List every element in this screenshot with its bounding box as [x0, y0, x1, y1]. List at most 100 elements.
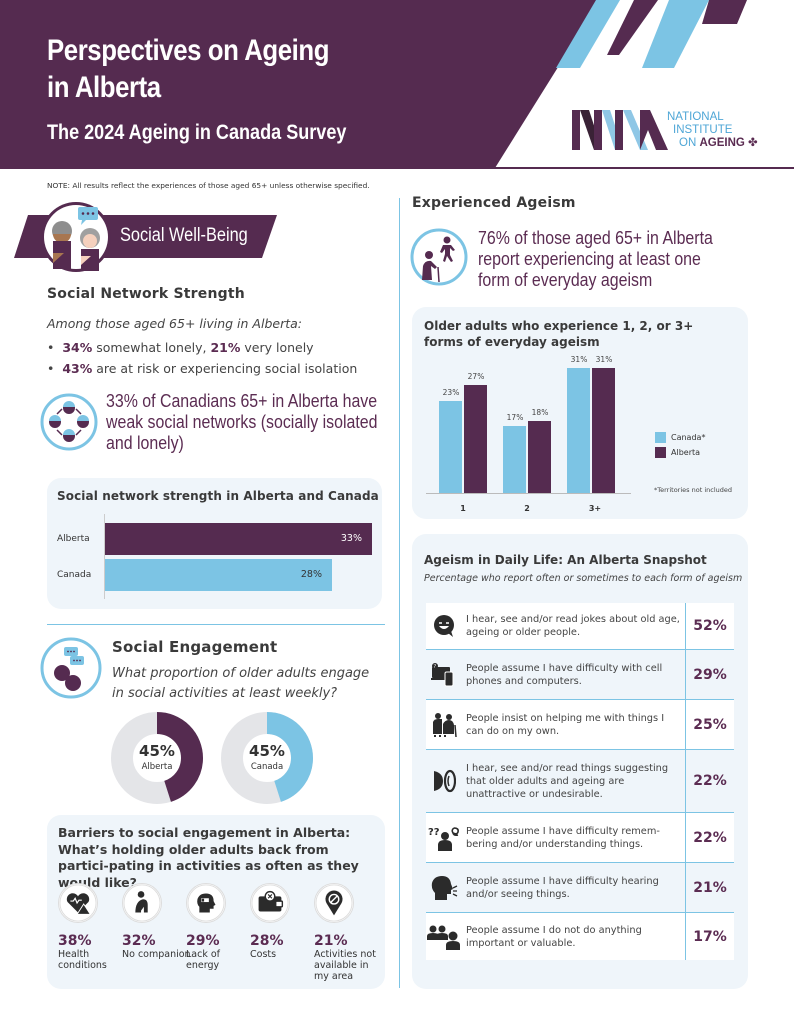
row-text: People assume I have difficulty hearing … [466, 875, 659, 900]
bar-value: 31% [595, 355, 613, 364]
logo-line-2: INSTITUTE [673, 124, 733, 136]
donut-value-canada: 45% [249, 742, 285, 760]
chart-footnote: *Territories not included [654, 486, 732, 494]
bar-value: 18% [531, 408, 549, 417]
bullet-loneliness: • 34% somewhat lonely, 21% very lonely [47, 340, 314, 355]
barrier-label: Costs [250, 949, 277, 960]
barrier-label: Lack of energy [186, 949, 221, 971]
barriers-title: Barriers to social engagement in Alberta… [58, 825, 359, 890]
section-heading-social-engagement: Social Engagement [112, 638, 278, 656]
legend-label-canada: Canada* [671, 433, 706, 442]
barrier-lack-energy: 29% Lack of energy [186, 883, 256, 971]
chart-title: Older adults who experience 1, 2, or 3+ … [424, 319, 694, 349]
weak-networks-callout: 33% of Canadians 65+ in Alberta have wea… [106, 390, 378, 453]
barrier-health: 38% Health conditions [58, 883, 128, 971]
maple-leaf-icon: ✤ [748, 137, 758, 149]
bar-alberta-3plus [592, 368, 615, 493]
table-row: I hear, see and/or read things suggestin… [426, 750, 734, 813]
snapshot-title: Ageism in Daily Life: An Alberta Snapsho… [424, 553, 707, 567]
row-text: I hear, see and/or read jokes about old … [466, 614, 680, 638]
nia-logo-mark [572, 110, 668, 150]
section-title-social-wellbeing: Social Well-Being [120, 225, 248, 246]
barrier-costs: 28% Costs [250, 883, 320, 960]
laughing-face-icon [426, 614, 462, 638]
social-engagement-chat-icon [40, 637, 102, 699]
table-row: ? People assume I have difficulty with c… [426, 650, 734, 700]
snapshot-subtitle: Percentage who report often or sometimes… [424, 573, 743, 584]
bar-value: 31% [570, 355, 588, 364]
chart-title: Social network strength in Alberta and C… [57, 489, 379, 503]
legend-label-alberta: Alberta [671, 448, 701, 457]
barrier-label: Activities not available in my area [314, 949, 376, 982]
unavailable-location-icon [314, 883, 354, 923]
barrier-unavailable: 21% Activities not available in my area [314, 883, 384, 982]
nia-logo-text: NATIONAL INSTITUTE ON AGEING ✤ [667, 111, 758, 150]
logo-line-3b: AGEING [699, 137, 745, 149]
helping-hand-icon [426, 712, 462, 738]
lonely-person-icon [122, 883, 162, 923]
bar-alberta-1 [464, 385, 487, 493]
table-row: People insist on helping me with things … [426, 700, 734, 750]
wallet-icon [250, 883, 290, 923]
legend-swatch-alberta [655, 447, 666, 458]
column-divider [399, 198, 400, 988]
row-pct: 22% [685, 750, 734, 812]
pct-isolation: 43% [62, 361, 93, 376]
bar-value: 23% [442, 388, 460, 397]
logo-line-1: NATIONAL [667, 111, 724, 123]
barrier-pct: 28% [250, 933, 284, 949]
row-pct: 21% [685, 863, 734, 912]
page-title: Perspectives on Ageing in Alberta [47, 34, 330, 104]
row-text: I hear, see and/or read things suggestin… [466, 762, 669, 800]
svg-text:??: ?? [428, 827, 440, 838]
bullet-text: somewhat lonely, [92, 340, 211, 355]
bar-alberta-2 [528, 421, 551, 493]
row-pct: 52% [685, 603, 734, 649]
engagement-question: What proportion of older adults engage i… [112, 666, 370, 701]
bar-canada-1 [439, 401, 462, 493]
health-warning-icon [58, 883, 98, 923]
donut-chart-alberta [111, 712, 203, 804]
donut-label-alberta: Alberta [141, 762, 173, 772]
ageism-callout: 76% of those aged 65+ in Alberta report … [478, 227, 713, 290]
donut-value-alberta: 45% [139, 742, 175, 760]
header-banner [0, 0, 794, 170]
chart-baseline [426, 493, 631, 494]
intro-text: Among those aged 65+ living in Alberta: [47, 316, 302, 331]
low-energy-head-icon [186, 883, 226, 923]
chart-axis [104, 514, 105, 599]
x-tick: 1 [460, 504, 466, 513]
donut-chart-canada [221, 712, 313, 804]
confused-person-icon: ?? [426, 825, 462, 851]
bullet-isolation: • 43% are at risk or experiencing social… [47, 361, 358, 376]
bullet-text: very lonely [240, 340, 314, 355]
barrier-pct: 32% [122, 933, 156, 949]
pct-somewhat-lonely: 34% [62, 340, 93, 355]
row-text: People insist on helping me with things … [466, 712, 665, 737]
barrier-pct: 21% [314, 933, 348, 949]
barrier-no-companion: 32% No companion [122, 883, 192, 960]
row-text: People assume I have difficulty with cel… [466, 662, 663, 687]
bar-value: 17% [506, 413, 524, 422]
barrier-label: No companion [122, 949, 191, 960]
section-divider [47, 624, 385, 625]
row-pct: 29% [685, 650, 734, 699]
svg-text:?: ? [434, 664, 437, 670]
people-group-icon [426, 924, 462, 950]
x-tick: 3+ [588, 504, 602, 513]
two-seniors-chatting-icon [41, 202, 111, 272]
mirror-face-icon [426, 768, 462, 794]
bar-canada: 28% [105, 559, 332, 591]
bar-label-canada: Canada [57, 570, 92, 580]
pct-very-lonely: 21% [210, 340, 241, 355]
table-row: I hear, see and/or read jokes about old … [426, 603, 734, 650]
barrier-pct: 29% [186, 933, 220, 949]
barrier-label: Health conditions [58, 949, 107, 971]
speaking-head-icon [426, 875, 462, 901]
header-background [0, 0, 794, 170]
section-heading-social-network: Social Network Strength [47, 286, 245, 302]
donut-label-canada: Canada [250, 762, 284, 772]
social-network-cycle-icon [40, 393, 98, 451]
table-row: ?? People assume I have difficulty remem… [426, 813, 734, 863]
row-text: People assume I have difficulty remem-be… [466, 825, 660, 850]
